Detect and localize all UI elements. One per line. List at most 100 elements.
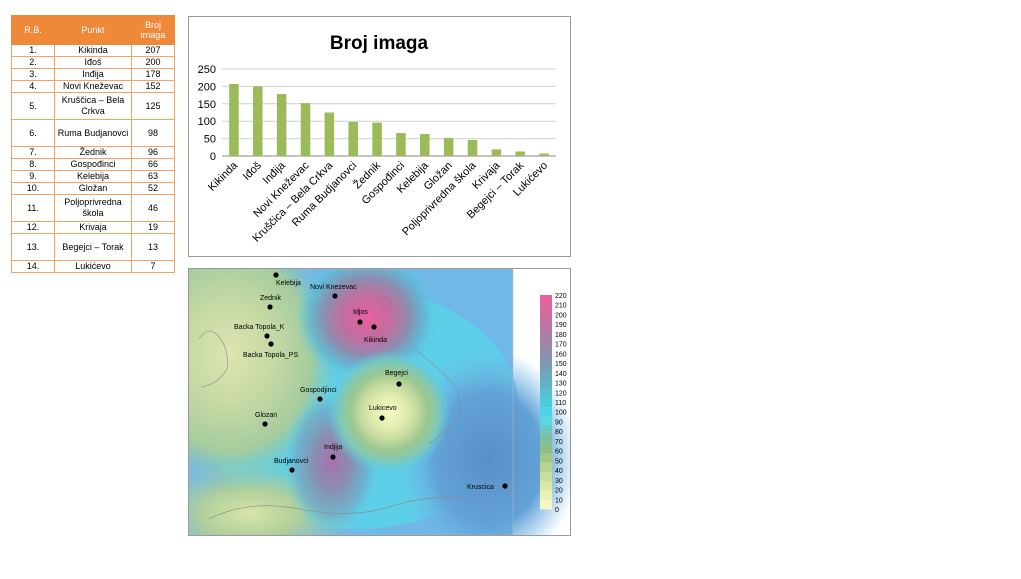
table-cell-punkt: Inđija xyxy=(54,68,132,81)
station-label: Glozan xyxy=(255,412,277,419)
colorbar-tick-label: 40 xyxy=(555,468,563,475)
table-cell-broj: 52 xyxy=(131,182,175,195)
colorbar-segment xyxy=(540,453,552,463)
table-cell-broj: 200 xyxy=(131,56,175,69)
station-label: Lukicevo xyxy=(369,405,397,412)
colorbar: 2202102001901801701601501401301201101009… xyxy=(540,293,567,514)
bar xyxy=(324,112,335,156)
border-line xyxy=(208,497,470,520)
table-cell-punkt: Gložan xyxy=(54,182,132,195)
colorbar-segment xyxy=(540,415,552,426)
station-label: Zednik xyxy=(260,295,282,302)
table-cell-rb: 10. xyxy=(11,182,55,195)
table-cell-punkt: Iđoš xyxy=(54,56,132,69)
heatmap-svg: Kelebija Zednik Novi Knezevac Idjos Kikinda B… xyxy=(189,269,570,535)
station-marker xyxy=(264,333,270,339)
station-label: Kruscica xyxy=(467,484,494,491)
colorbar-tick-label: 100 xyxy=(555,410,567,417)
table-row: 3. Inđija 178 xyxy=(11,68,175,81)
colorbar-segment xyxy=(540,462,552,473)
table-cell-rb: 2. xyxy=(11,56,55,69)
colorbar-segment xyxy=(540,443,552,454)
station-label: Idjos xyxy=(353,309,368,316)
colorbar-segment xyxy=(540,350,552,361)
y-tick-label: 200 xyxy=(198,81,216,93)
bar xyxy=(396,133,406,156)
y-tick-label: 150 xyxy=(198,99,216,111)
table-cell-punkt: Novi Kneževac xyxy=(54,80,132,93)
colorbar-tick-label: 180 xyxy=(555,332,567,339)
colorbar-tick-label: 90 xyxy=(555,419,563,426)
bar xyxy=(539,153,549,156)
table-row: 1. Kikinda 207 xyxy=(11,44,175,57)
colorbar-segment xyxy=(540,481,552,491)
table-cell-rb: 12. xyxy=(11,221,55,234)
table-cell-punkt: Gospođinci xyxy=(54,158,132,171)
table-row: 9. Kelebija 63 xyxy=(11,170,175,183)
data-table: R.B. Punkt Broj imaga 1. Kikinda 207 2. Iđoš… xyxy=(11,15,175,273)
table-cell-rb: 3. xyxy=(11,68,55,81)
table-cell-rb: 11. xyxy=(11,194,55,222)
station-label: Gospodjinci xyxy=(300,387,337,394)
colorbar-segment xyxy=(540,434,552,445)
table-cell-punkt: Poljoprivredna škola xyxy=(54,194,132,222)
header-punkt: Punkt xyxy=(54,15,132,45)
table-cell-rb: 9. xyxy=(11,170,55,183)
bar xyxy=(372,122,382,156)
station-marker xyxy=(273,272,279,278)
heatmap-map: Kelebija Zednik Novi Knezevac Idjos Kikinda B… xyxy=(188,268,571,536)
table-cell-broj: 98 xyxy=(131,119,175,147)
colorbar-tick-label: 210 xyxy=(555,303,567,310)
border-line xyxy=(198,330,228,388)
colorbar-tick-label: 110 xyxy=(555,400,566,407)
table-row: 10. Gložan 52 xyxy=(11,182,175,195)
colorbar-tick-label: 30 xyxy=(555,478,563,485)
colorbar-tick-label: 170 xyxy=(555,342,567,349)
colorbar-tick-label: 220 xyxy=(555,293,567,300)
bar-chart: Broj imaga 0 50 100 150 200 250 Kikinda Iđoš In… xyxy=(188,16,571,257)
colorbar-segment xyxy=(540,406,552,417)
table-cell-punkt: Kelebija xyxy=(54,170,132,183)
station-marker xyxy=(262,421,268,427)
table-row: 8. Gospođinci 66 xyxy=(11,158,175,171)
station-label: Indjija xyxy=(324,444,342,451)
border-line xyxy=(413,348,461,445)
table-cell-punkt: Kikinda xyxy=(54,44,132,57)
station-label: Begejci xyxy=(385,370,408,377)
station-marker xyxy=(267,304,273,310)
border-line xyxy=(343,278,401,332)
colorbar-tick-label: 150 xyxy=(555,361,567,368)
table-row: 5. Kruščica – Bela Crkva 125 xyxy=(11,92,175,120)
colorbar-tick-label: 10 xyxy=(555,497,563,504)
table-body: 1. Kikinda 207 2. Iđoš 200 3. Inđija 178 4. Novi K… xyxy=(11,44,175,273)
table-cell-broj: 66 xyxy=(131,158,175,171)
y-axis-ticks: 0 50 100 150 200 250 xyxy=(198,64,216,163)
colorbar-segment xyxy=(540,490,552,501)
colorbar-segment xyxy=(540,369,552,380)
station-label: Kikinda xyxy=(364,337,387,344)
colorbar-tick-label: 20 xyxy=(555,488,563,495)
table-cell-rb: 13. xyxy=(11,233,55,261)
table-cell-punkt: Žednik xyxy=(54,146,132,159)
table-cell-punkt: Begejci – Torak xyxy=(54,233,132,261)
colorbar-segment xyxy=(540,341,552,352)
y-tick-label: 100 xyxy=(198,116,216,128)
bar-chart-svg: Broj imaga 0 50 100 150 200 250 Kikinda IđošIn… xyxy=(198,33,556,245)
header-broj: Broj imaga xyxy=(131,15,175,45)
colorbar-tick-label: 70 xyxy=(555,439,563,446)
table-row: 11. Poljoprivredna škola 46 xyxy=(11,194,175,222)
table-cell-punkt: Ruma Budjanovci xyxy=(54,119,132,147)
colorbar-tick-label: 50 xyxy=(555,458,563,465)
station-marker xyxy=(357,319,363,325)
colorbar-segment xyxy=(540,332,552,343)
bar xyxy=(300,103,311,156)
colorbar-tick-label: 130 xyxy=(555,381,567,388)
colorbar-segment xyxy=(540,499,552,510)
bar xyxy=(229,83,239,156)
station-marker xyxy=(289,467,295,473)
bar xyxy=(491,149,502,156)
station-marker xyxy=(379,415,385,421)
table-cell-punkt: Krivaja xyxy=(54,221,132,234)
colorbar-segment xyxy=(540,425,552,436)
table-cell-rb: 8. xyxy=(11,158,55,171)
